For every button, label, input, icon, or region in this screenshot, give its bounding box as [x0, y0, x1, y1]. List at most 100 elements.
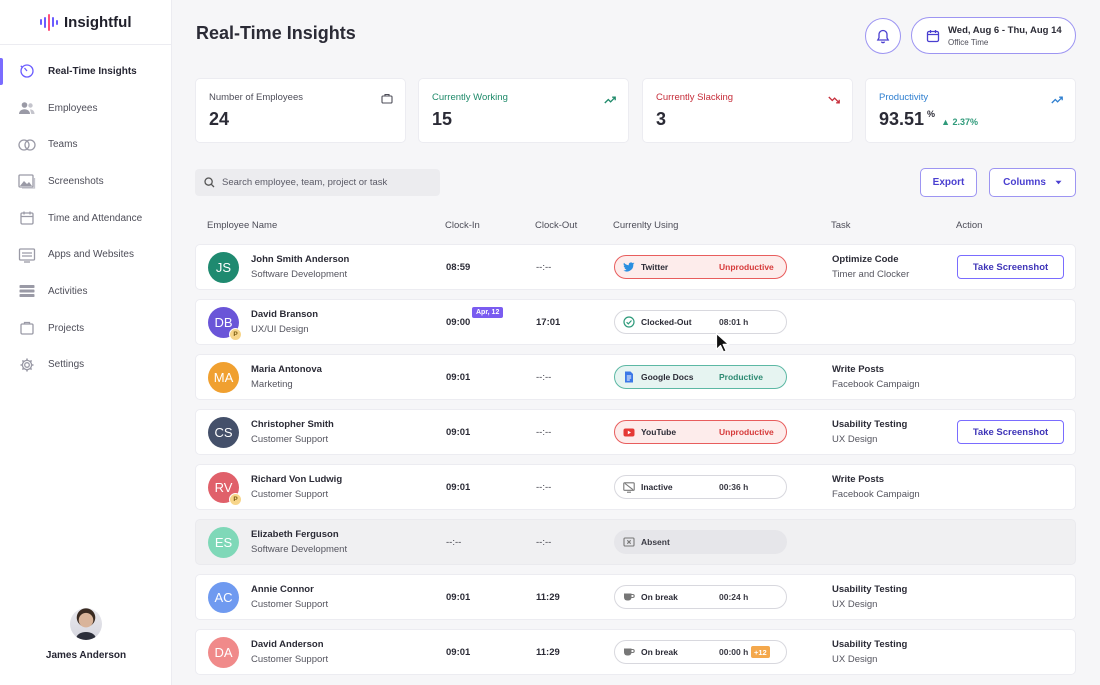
clock-out-time: --:--: [536, 262, 552, 273]
column-header-task[interactable]: Task: [831, 220, 851, 231]
sidebar-item-activities[interactable]: Activities: [0, 273, 171, 310]
current-activity-pill[interactable]: Inactive 00:36 h: [614, 475, 787, 499]
task-project: UX Design: [832, 599, 878, 610]
absent-icon: [623, 536, 635, 548]
current-activity-pill[interactable]: Google Docs Productive: [614, 365, 787, 389]
table-row[interactable]: ES Elizabeth Ferguson Software Development…: [195, 519, 1076, 565]
sidebar-item-employees[interactable]: Employees: [0, 90, 171, 127]
gear-icon: [18, 356, 36, 374]
search-box[interactable]: [195, 169, 440, 196]
employee-team: Customer Support: [251, 654, 329, 665]
sidebar-item-time-and-attendance[interactable]: Time and Attendance: [0, 200, 171, 237]
employee-name[interactable]: Annie Connor: [251, 584, 314, 595]
search-input[interactable]: [222, 177, 432, 188]
page-title: Real-Time Insights: [196, 23, 356, 43]
current-activity-pill[interactable]: Clocked-Out 08:01 h: [614, 310, 787, 334]
column-header-clock-in[interactable]: Clock-In: [445, 220, 480, 231]
current-activity-pill[interactable]: On break 00:00 h +12: [614, 640, 787, 664]
employee-team: Customer Support: [251, 599, 329, 610]
user-avatar[interactable]: [70, 608, 102, 640]
current-activity-pill[interactable]: YouTube Unproductive: [614, 420, 787, 444]
unit-label: %: [927, 109, 936, 119]
table-row[interactable]: CS Christopher Smith Customer Support 09:01…: [195, 409, 1076, 455]
export-button[interactable]: Export: [920, 168, 977, 197]
sidebar-item-label: Teams: [48, 139, 78, 151]
employee-name[interactable]: Richard Von Ludwig: [251, 474, 343, 485]
date-range-picker[interactable]: Wed, Aug 6 - Thu, Aug 14 Office Time: [911, 17, 1076, 54]
sidebar-item-teams[interactable]: Teams: [0, 126, 171, 163]
avatar[interactable]: CS: [208, 417, 239, 448]
column-header-employee-name[interactable]: Employee Name: [207, 220, 278, 231]
avatar[interactable]: DA: [208, 637, 239, 668]
stat-card-currently-slacking: Currently Slacking 3: [642, 78, 853, 143]
employee-team: Customer Support: [251, 434, 329, 445]
avatar[interactable]: DB: [208, 307, 239, 338]
columns-label: Columns: [1003, 177, 1046, 188]
clock-out-time: --:--: [536, 482, 552, 493]
employee-name[interactable]: Maria Antonova: [251, 364, 322, 375]
card-value-row: 24: [209, 109, 392, 130]
employee-name[interactable]: John Smith Anderson: [251, 254, 350, 265]
card-value: 3: [656, 109, 667, 129]
task-title: Usability Testing: [832, 419, 908, 430]
table-row[interactable]: DB P David Branson UX/UI Design 09:00 Apr, 12…: [195, 299, 1076, 345]
clock-out-time: 11:29: [536, 592, 560, 603]
avatar[interactable]: JS: [208, 252, 239, 283]
card-value: 15: [432, 109, 453, 129]
table-row[interactable]: MA Maria Antonova Marketing 09:01 --:-- Googl…: [195, 354, 1076, 400]
avatar[interactable]: MA: [208, 362, 239, 393]
avatar[interactable]: ES: [208, 527, 239, 558]
current-activity-pill[interactable]: On break 00:24 h: [614, 585, 787, 609]
table-row[interactable]: AC Annie Connor Customer Support 09:01 11:29…: [195, 574, 1076, 620]
task-project: Timer and Clocker: [832, 269, 910, 280]
table-row[interactable]: JS John Smith Anderson Software Developmen…: [195, 244, 1076, 290]
check-circle-icon: [623, 316, 635, 328]
avatar[interactable]: AC: [208, 582, 239, 613]
clock-in-time: 08:59: [446, 262, 471, 273]
sidebar-nav: Real-Time Insights Employees Teams Screensh…: [0, 53, 171, 383]
column-header-currenlty-using[interactable]: Currenlty Using: [613, 220, 679, 231]
sidebar-item-settings[interactable]: Settings: [0, 347, 171, 384]
current-activity-pill[interactable]: Twitter Unproductive: [614, 255, 787, 279]
sidebar-item-label: Projects: [48, 322, 85, 334]
column-header-action[interactable]: Action: [956, 220, 983, 231]
task-title: Write Posts: [832, 474, 885, 485]
trend-up-icon: [604, 91, 616, 109]
employee-name[interactable]: Elizabeth Ferguson: [251, 529, 339, 540]
clock-in-time: --:--: [446, 537, 462, 548]
productivity-label: Unproductive: [719, 427, 774, 437]
employee-name[interactable]: David Branson: [251, 309, 319, 320]
table-row[interactable]: DA David Anderson Customer Support 09:01 11:…: [195, 629, 1076, 675]
task-title: Write Posts: [832, 364, 885, 375]
employee-table: JS John Smith Anderson Software Developmen…: [195, 244, 1076, 684]
sidebar-item-screenshots[interactable]: Screenshots: [0, 163, 171, 200]
sidebar-item-projects[interactable]: Projects: [0, 310, 171, 347]
employee-name[interactable]: Christopher Smith: [251, 419, 334, 430]
task-project: UX Design: [832, 434, 878, 445]
user-name: James Anderson: [45, 650, 127, 661]
card-value: 24: [209, 109, 230, 129]
take-screenshot-button[interactable]: Take Screenshot: [957, 255, 1064, 279]
card-value-row: 3: [656, 109, 839, 130]
sidebar-item-real-time-insights[interactable]: Real-Time Insights: [0, 53, 171, 90]
current-activity-pill[interactable]: Absent: [614, 530, 787, 554]
duration-label: 00:24 h: [719, 592, 749, 602]
briefcase-icon: [381, 91, 393, 109]
columns-dropdown[interactable]: Columns: [989, 168, 1076, 197]
sidebar-item-label: Employees: [48, 102, 98, 114]
employee-team: Marketing: [251, 379, 293, 390]
sidebar-item-apps-and-websites[interactable]: Apps and Websites: [0, 236, 171, 273]
take-screenshot-button[interactable]: Take Screenshot: [957, 420, 1064, 444]
table-row[interactable]: RV P Richard Von Ludwig Customer Support 09:…: [195, 464, 1076, 510]
employee-name[interactable]: David Anderson: [251, 639, 324, 650]
brand-logo[interactable]: Insightful: [0, 0, 171, 45]
teams-icon: [18, 136, 36, 154]
employee-team: UX/UI Design: [251, 324, 309, 335]
notifications-button[interactable]: [865, 18, 901, 54]
delta-label: ▲ 2.37%: [941, 117, 978, 127]
logo-icon: [40, 13, 58, 31]
task-title: Usability Testing: [832, 584, 908, 595]
user-profile[interactable]: James Anderson: [0, 608, 172, 661]
column-header-clock-out[interactable]: Clock-Out: [535, 220, 578, 231]
status-badge: P: [229, 328, 242, 341]
